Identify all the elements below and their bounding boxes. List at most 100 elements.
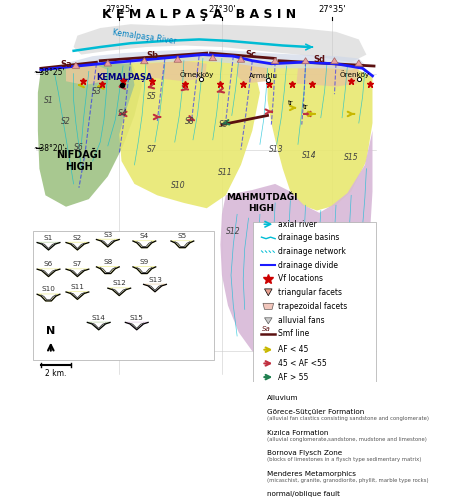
Text: S12: S12 — [226, 226, 240, 235]
Polygon shape — [175, 242, 190, 246]
Text: Sc: Sc — [245, 50, 256, 59]
Polygon shape — [66, 64, 108, 85]
Text: S4: S4 — [140, 233, 149, 239]
Text: S5: S5 — [147, 92, 157, 101]
Polygon shape — [119, 54, 260, 208]
Text: S14: S14 — [92, 314, 106, 320]
Text: NİFDAĞI
HIGH: NİFDAĞI HIGH — [56, 150, 102, 172]
Text: S10: S10 — [170, 181, 185, 190]
Polygon shape — [72, 62, 80, 68]
Text: ~38°20': ~38°20' — [33, 144, 65, 152]
Text: KEMALPAŞA: KEMALPAŞA — [97, 72, 153, 82]
Polygon shape — [42, 270, 55, 275]
Text: Armutlu: Armutlu — [249, 73, 278, 79]
Polygon shape — [101, 240, 114, 246]
Polygon shape — [302, 58, 309, 64]
Text: Menderes Metamorphics: Menderes Metamorphics — [267, 470, 356, 476]
Bar — [253, 222, 376, 386]
Text: S3: S3 — [103, 232, 113, 237]
Polygon shape — [137, 268, 152, 272]
Polygon shape — [252, 60, 372, 210]
Text: drainage divide: drainage divide — [278, 261, 338, 270]
Bar — [255, 448, 264, 458]
Text: ~38°15': ~38°15' — [33, 345, 65, 354]
Polygon shape — [108, 288, 131, 296]
Text: Smf line: Smf line — [278, 329, 310, 338]
Polygon shape — [37, 269, 60, 276]
Text: drainage network: drainage network — [278, 247, 346, 256]
Text: S4: S4 — [118, 110, 128, 118]
Polygon shape — [130, 323, 143, 328]
Polygon shape — [137, 242, 152, 246]
Text: S6: S6 — [44, 262, 53, 268]
Text: S15: S15 — [344, 153, 359, 162]
Text: S2: S2 — [73, 234, 82, 240]
Text: Vf locations: Vf locations — [278, 274, 323, 283]
Text: S13: S13 — [269, 145, 284, 154]
Polygon shape — [71, 244, 84, 248]
Text: normal/oblique fault: normal/oblique fault — [267, 491, 340, 497]
Text: S9: S9 — [140, 259, 149, 265]
Text: 45 < AF <55: 45 < AF <55 — [278, 359, 327, 368]
Text: AF < 45: AF < 45 — [278, 345, 309, 354]
Text: Sd: Sd — [313, 56, 325, 64]
Text: 27°25': 27°25' — [105, 5, 133, 14]
Text: S3: S3 — [92, 86, 101, 96]
Text: Kızılca Formation: Kızılca Formation — [267, 430, 328, 436]
Text: S15: S15 — [130, 314, 144, 320]
Text: Örenköy: Örenköy — [340, 70, 370, 78]
Text: (alluvial conglomerate,sandstone, mudstone and limestone): (alluvial conglomerate,sandstone, mudsto… — [267, 437, 427, 442]
Polygon shape — [331, 58, 338, 64]
Polygon shape — [125, 322, 148, 330]
Text: S9: S9 — [218, 120, 228, 129]
Polygon shape — [104, 60, 112, 66]
Text: S10: S10 — [42, 286, 55, 292]
Polygon shape — [87, 322, 110, 330]
Text: N: N — [46, 326, 55, 336]
Text: 27°30': 27°30' — [208, 5, 236, 14]
Polygon shape — [265, 318, 272, 324]
Bar — [255, 408, 264, 416]
Polygon shape — [37, 294, 60, 301]
Text: S11: S11 — [71, 284, 84, 290]
Polygon shape — [263, 304, 273, 310]
Text: S11: S11 — [218, 168, 233, 177]
Polygon shape — [92, 323, 105, 328]
Polygon shape — [237, 56, 245, 62]
Polygon shape — [133, 241, 156, 248]
Text: triangular facets: triangular facets — [278, 288, 342, 297]
Text: S1: S1 — [44, 96, 54, 105]
Polygon shape — [74, 24, 366, 62]
Text: K E M A L P A Ş A   B A S I N: K E M A L P A Ş A B A S I N — [102, 8, 296, 21]
Polygon shape — [237, 62, 267, 84]
Text: S12: S12 — [112, 280, 126, 286]
Polygon shape — [41, 295, 56, 300]
Text: S14: S14 — [302, 150, 316, 160]
Bar — [255, 428, 264, 437]
Polygon shape — [66, 292, 89, 300]
Polygon shape — [220, 130, 372, 365]
Polygon shape — [265, 289, 272, 296]
Text: S6: S6 — [74, 143, 84, 152]
Text: S8: S8 — [103, 259, 113, 265]
Polygon shape — [148, 285, 162, 290]
Polygon shape — [133, 267, 156, 274]
Polygon shape — [112, 289, 126, 294]
Text: S2: S2 — [61, 117, 71, 126]
Polygon shape — [37, 242, 60, 250]
Text: (micaschist, granite, granodiorite, phyllit, marble type rocks): (micaschist, granite, granodiorite, phyl… — [267, 478, 428, 483]
Text: 2 km.: 2 km. — [45, 370, 67, 378]
Polygon shape — [171, 241, 194, 248]
Text: S7: S7 — [73, 262, 82, 268]
Polygon shape — [70, 50, 366, 70]
Text: drainage basins: drainage basins — [278, 234, 339, 242]
Text: trapezoidal facets: trapezoidal facets — [278, 302, 348, 311]
Bar — [33, 231, 214, 360]
Text: tr: tr — [288, 100, 293, 106]
Text: Sb: Sb — [146, 51, 158, 60]
Polygon shape — [355, 60, 363, 66]
Text: S7: S7 — [147, 145, 157, 154]
Polygon shape — [71, 292, 84, 298]
Polygon shape — [296, 64, 359, 86]
Polygon shape — [66, 269, 89, 276]
